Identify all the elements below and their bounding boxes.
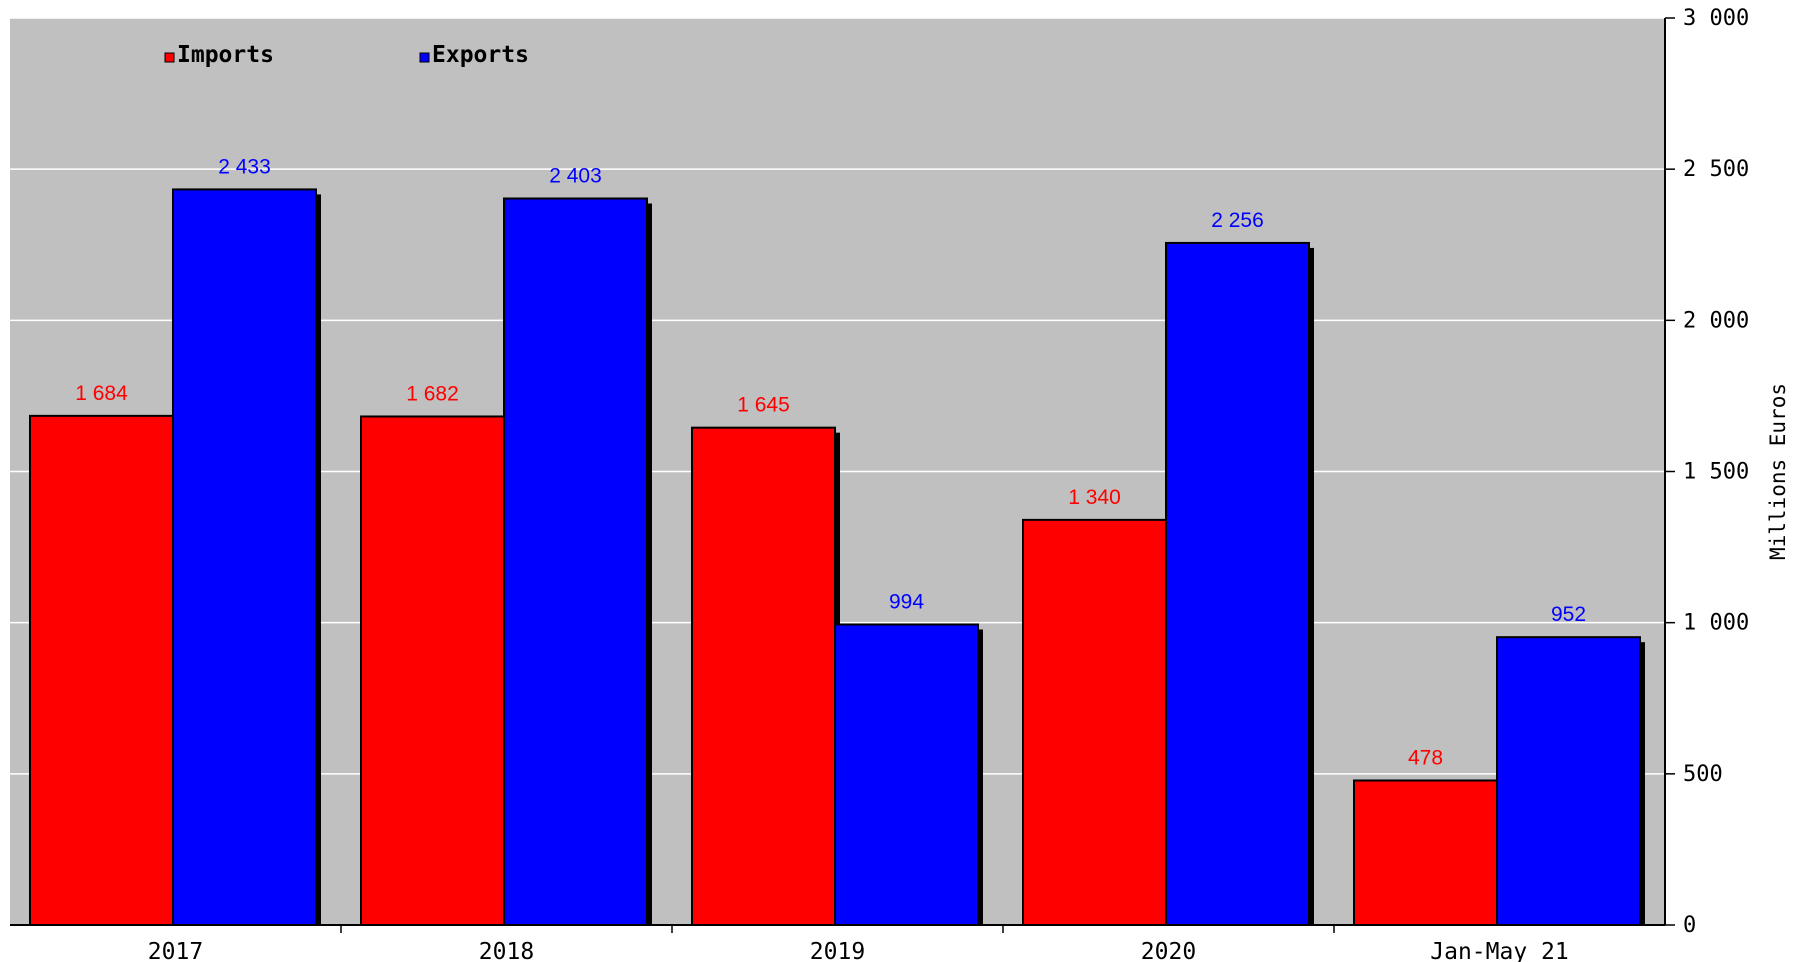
data-label: 994 xyxy=(889,590,924,613)
x-tick-label: 2019 xyxy=(810,939,865,962)
bar-imports xyxy=(1022,518,1167,927)
x-tick-label: Jan-May 21 xyxy=(1430,939,1568,962)
bars xyxy=(29,188,1645,927)
y-tick-label: 0 xyxy=(1683,913,1696,938)
bar-imports xyxy=(691,426,836,926)
axes: 0 500 1 000 1 500 2 000 2 500 3 000 2017 2018 201… xyxy=(10,6,1749,962)
data-label: 2 256 xyxy=(1211,209,1264,232)
x-tick-label: 2018 xyxy=(479,939,534,962)
y-tick-label: 3 000 xyxy=(1683,6,1749,31)
x-tick-label: 2017 xyxy=(148,939,203,962)
legend-swatch-imports xyxy=(164,52,175,63)
data-label: 478 xyxy=(1408,746,1443,769)
data-label: 1 684 xyxy=(75,382,128,405)
data-label: 1 645 xyxy=(737,394,790,417)
bar-imports xyxy=(360,415,505,926)
y-axis-label: Millions Euros xyxy=(1766,383,1790,560)
data-label: 952 xyxy=(1551,603,1586,626)
bar-exports xyxy=(1496,636,1641,926)
y-tick-label: 2 500 xyxy=(1683,157,1749,182)
y-tick-label: 2 000 xyxy=(1683,308,1749,333)
bar-exports xyxy=(834,623,979,926)
bar-exports xyxy=(172,188,317,927)
data-label: 1 682 xyxy=(406,382,459,405)
legend: Imports Exports xyxy=(164,42,529,68)
data-label: 2 403 xyxy=(549,164,602,187)
y-tick-label: 1 500 xyxy=(1683,460,1749,485)
data-labels: 1 684 2 433 1 682 2 403 1 645 994 1 340 2 256 47… xyxy=(75,155,1586,769)
data-label: 2 433 xyxy=(218,155,271,178)
y-tick-label: 500 xyxy=(1683,762,1723,787)
data-label: 1 340 xyxy=(1068,486,1121,509)
legend-label-imports: Imports xyxy=(177,42,274,68)
bar-imports xyxy=(1353,779,1498,927)
bar-exports xyxy=(503,197,648,927)
x-tick-label: 2020 xyxy=(1141,939,1196,962)
bar-imports xyxy=(29,414,174,926)
legend-label-exports: Exports xyxy=(432,42,529,68)
legend-swatch-exports xyxy=(419,52,430,63)
bar-exports xyxy=(1165,241,1310,927)
y-tick-label: 1 000 xyxy=(1683,611,1749,636)
